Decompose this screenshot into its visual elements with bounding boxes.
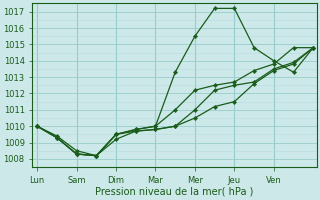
X-axis label: Pression niveau de la mer( hPa ): Pression niveau de la mer( hPa ) <box>95 187 253 197</box>
